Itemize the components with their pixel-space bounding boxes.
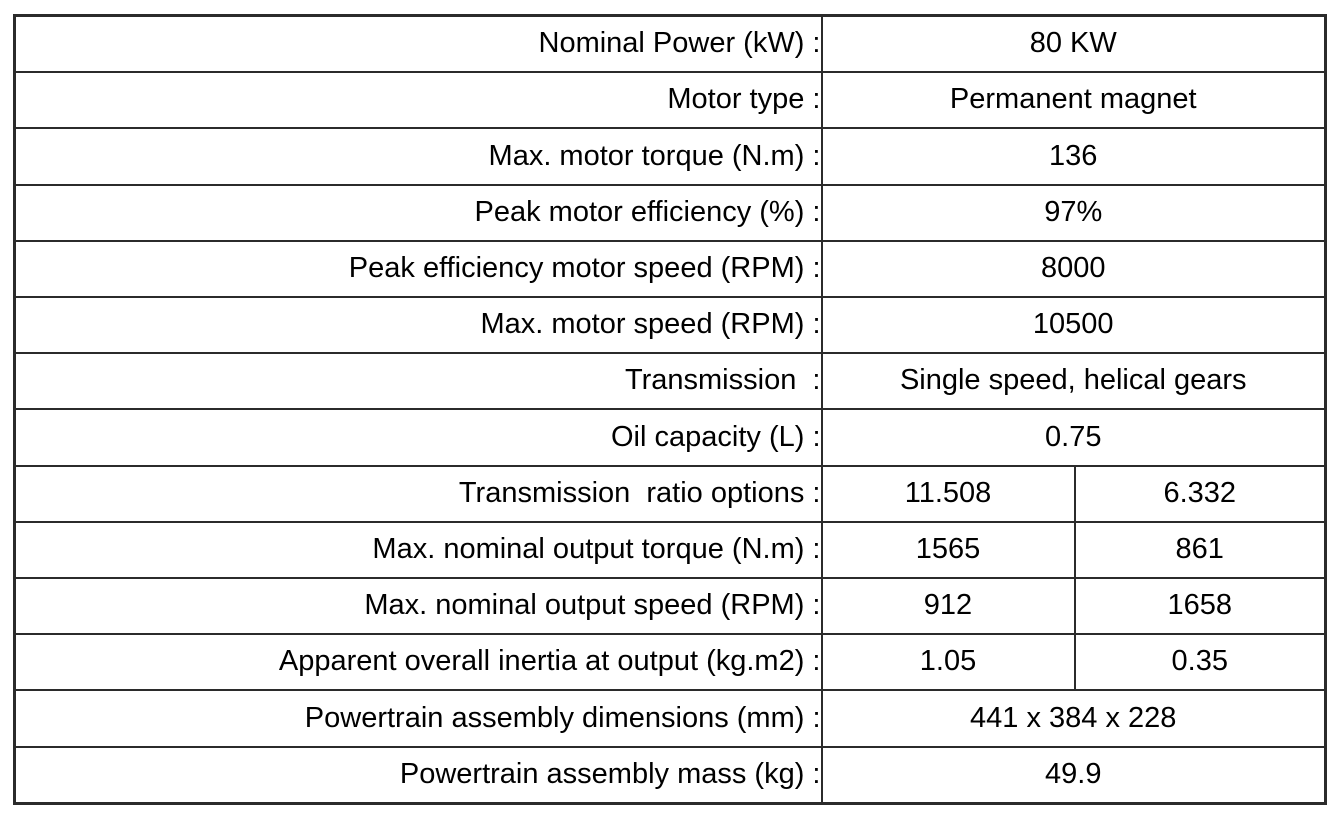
spec-label: Motor type : <box>13 71 823 130</box>
table-row-max-nominal-output-speed: Max. nominal output speed (RPM) : 912 16… <box>13 577 1327 636</box>
table-row-powertrain-assembly-dimensions: Powertrain assembly dimensions (mm) : 44… <box>13 689 1327 748</box>
spec-value: 0.75 <box>820 408 1327 467</box>
table-row-transmission: Transmission : Single speed, helical gea… <box>13 352 1327 411</box>
spec-label: Transmission ratio options : <box>13 464 823 523</box>
table-row-max-nominal-output-torque: Max. nominal output torque (N.m) : 1565 … <box>13 520 1327 580</box>
table-row-apparent-overall-inertia: Apparent overall inertia at output (kg.m… <box>13 633 1327 692</box>
spec-value-option-1: 912 <box>820 577 1076 636</box>
table-row-max-motor-speed: Max. motor speed (RPM) : 10500 <box>13 296 1327 355</box>
spec-value: 441 x 384 x 228 <box>820 689 1327 748</box>
spec-value-option-1: 1.05 <box>820 633 1076 692</box>
spec-value-option-2: 6.332 <box>1073 464 1327 523</box>
spec-label: Max. nominal output speed (RPM) : <box>13 577 823 636</box>
spec-value: 10500 <box>820 296 1327 355</box>
spec-label: Max. motor speed (RPM) : <box>13 296 823 355</box>
table-row-transmission-ratio-options: Transmission ratio options : 11.508 6.33… <box>13 464 1327 523</box>
spec-label: Transmission : <box>13 352 823 411</box>
spec-value-option-1: 11.508 <box>820 464 1076 523</box>
table-row-powertrain-assembly-mass: Powertrain assembly mass (kg) : 49.9 <box>13 745 1327 805</box>
spec-label: Peak efficiency motor speed (RPM) : <box>13 239 823 299</box>
spec-value: Permanent magnet <box>820 71 1327 130</box>
spec-value: 80 KW <box>820 14 1327 74</box>
spec-value: 97% <box>820 183 1327 242</box>
spec-value-option-2: 0.35 <box>1073 633 1327 692</box>
spec-value: 136 <box>820 127 1327 186</box>
powertrain-specs-table: Nominal Power (kW) : 80 KW Motor type : … <box>13 14 1327 805</box>
spec-value-option-1: 1565 <box>820 520 1076 580</box>
spec-value-option-2: 1658 <box>1073 577 1327 636</box>
spec-label: Apparent overall inertia at output (kg.m… <box>13 633 823 692</box>
table-row-motor-type: Motor type : Permanent magnet <box>13 71 1327 130</box>
spec-label: Powertrain assembly mass (kg) : <box>13 745 823 805</box>
spec-label: Nominal Power (kW) : <box>13 14 823 74</box>
table-row-peak-efficiency-motor-speed: Peak efficiency motor speed (RPM) : 8000 <box>13 239 1327 299</box>
spec-value: 8000 <box>820 239 1327 299</box>
table-row-peak-motor-efficiency: Peak motor efficiency (%) : 97% <box>13 183 1327 242</box>
powertrain-specs-table-container: Nominal Power (kW) : 80 KW Motor type : … <box>13 14 1327 805</box>
spec-value: Single speed, helical gears <box>820 352 1327 411</box>
spec-label: Max. motor torque (N.m) : <box>13 127 823 186</box>
table-row-max-motor-torque: Max. motor torque (N.m) : 136 <box>13 127 1327 186</box>
spec-value: 49.9 <box>820 745 1327 805</box>
spec-label: Oil capacity (L) : <box>13 408 823 467</box>
table-row-nominal-power: Nominal Power (kW) : 80 KW <box>13 14 1327 74</box>
spec-label: Max. nominal output torque (N.m) : <box>13 520 823 580</box>
spec-value-option-2: 861 <box>1073 520 1327 580</box>
spec-label: Peak motor efficiency (%) : <box>13 183 823 242</box>
spec-label: Powertrain assembly dimensions (mm) : <box>13 689 823 748</box>
table-row-oil-capacity: Oil capacity (L) : 0.75 <box>13 408 1327 467</box>
